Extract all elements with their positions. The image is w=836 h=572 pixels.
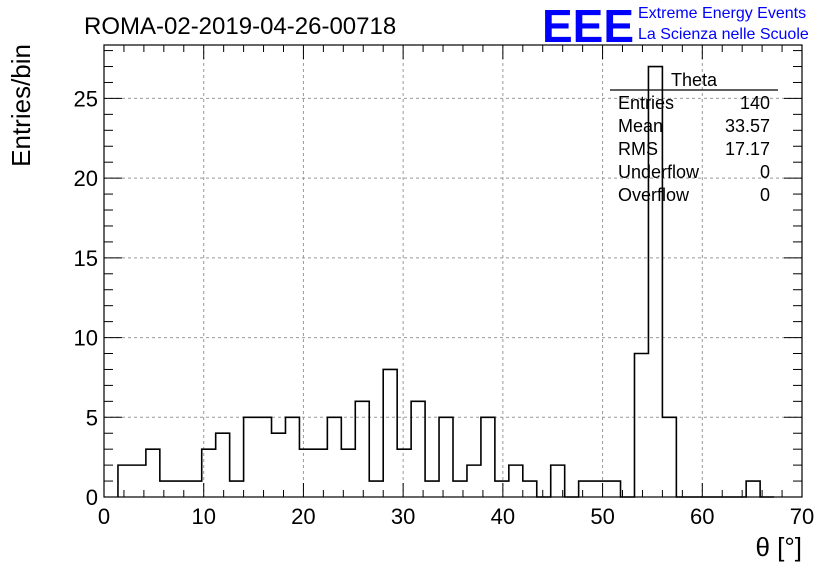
x-tick-label: 60 — [690, 504, 714, 529]
stats-label: Mean — [618, 116, 663, 136]
histogram-bin — [299, 449, 313, 497]
x-tick-label: 20 — [291, 504, 315, 529]
stats-value: 0 — [760, 185, 770, 205]
y-tick-label: 10 — [74, 326, 98, 351]
histogram-bin — [383, 369, 397, 497]
x-tick-label: 0 — [98, 504, 110, 529]
y-tick-label: 15 — [74, 246, 98, 271]
stats-box: Theta Entries 140 Mean 33.57 RMS 17.17 Underfl… — [610, 70, 778, 205]
stats-label: RMS — [618, 139, 658, 159]
stats-label: Underflow — [618, 162, 700, 182]
y-tick-label: 5 — [86, 405, 98, 430]
x-tick-label: 70 — [790, 504, 814, 529]
histogram-bin — [230, 481, 244, 497]
y-tick-label: 0 — [86, 485, 98, 510]
stats-box-title: Theta — [671, 70, 718, 90]
y-tick-label: 20 — [74, 166, 98, 191]
histogram-bin — [593, 481, 607, 497]
histogram-bin — [341, 449, 355, 497]
y-tick-label: 25 — [74, 86, 98, 111]
histogram-bin — [397, 449, 411, 497]
histogram-series — [117, 65, 775, 498]
x-tick-label: 30 — [391, 504, 415, 529]
stats-label: Overflow — [618, 185, 690, 205]
histogram-bin — [118, 465, 132, 497]
histogram-bin — [313, 449, 327, 497]
histogram-outline — [117, 65, 775, 498]
histogram-bin — [369, 481, 383, 497]
stats-rows: Entries 140 Mean 33.57 RMS 17.17 Underflow 0 Ove… — [618, 93, 770, 205]
histogram-bin — [216, 433, 230, 497]
x-tick-label: 10 — [191, 504, 215, 529]
histogram-bin — [495, 481, 509, 497]
stats-label: Entries — [618, 93, 674, 113]
logo-letters: EEE — [542, 0, 634, 52]
stats-value: 0 — [760, 162, 770, 182]
tick-labels: 0 10 20 30 40 50 60 70 0 5 10 15 20 25 — [74, 86, 815, 529]
histogram-bin — [258, 417, 272, 497]
histogram-bin — [425, 481, 439, 497]
histogram-bin — [244, 417, 258, 497]
histogram-bin — [411, 401, 425, 497]
histogram-bin — [272, 433, 286, 497]
x-axis-label: θ [°] — [755, 532, 802, 562]
y-axis-label: Entries/bin — [6, 44, 36, 167]
x-tick-label: 50 — [590, 504, 614, 529]
histogram-bin — [662, 417, 676, 497]
histogram-bin — [439, 417, 453, 497]
histogram-bin — [607, 481, 621, 497]
histogram-bin — [174, 481, 188, 497]
chart-title: ROMA-02-2019-04-26-00718 — [84, 13, 396, 40]
histogram-bin — [481, 417, 495, 497]
axis-ticks — [103, 45, 803, 498]
histogram-bin — [188, 481, 202, 497]
logo-line-1: Extreme Energy Events — [638, 5, 806, 22]
plot-frame — [103, 44, 803, 498]
eee-logo: EEE Extreme Energy Events La Scienza nel… — [542, 0, 809, 52]
histogram-bin — [160, 481, 174, 497]
histogram-bin — [523, 481, 537, 497]
stats-value: 33.57 — [725, 116, 770, 136]
histogram-bin — [355, 401, 369, 497]
x-tick-label: 40 — [491, 504, 515, 529]
histogram-bin — [509, 465, 523, 497]
histogram-bin — [453, 481, 467, 497]
histogram-bin — [634, 354, 648, 497]
histogram-bin — [467, 465, 481, 497]
histogram-bin — [579, 481, 593, 497]
stats-value: 140 — [740, 93, 770, 113]
logo-line-2: La Scienza nelle Scuole — [638, 26, 809, 43]
histogram-bin — [746, 481, 760, 497]
histogram-bin — [146, 449, 160, 497]
stats-value: 17.17 — [725, 139, 770, 159]
histogram-bin — [285, 417, 299, 497]
histogram-bin — [327, 417, 341, 497]
